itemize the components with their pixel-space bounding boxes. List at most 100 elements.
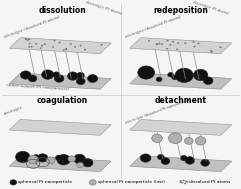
Circle shape: [25, 39, 27, 40]
Polygon shape: [130, 156, 232, 172]
Circle shape: [89, 180, 96, 185]
Circle shape: [193, 41, 194, 43]
Circle shape: [27, 39, 29, 41]
Polygon shape: [130, 119, 232, 135]
Circle shape: [166, 48, 168, 50]
Text: dissolved Pt atoms: dissolved Pt atoms: [189, 180, 230, 184]
Circle shape: [184, 183, 186, 184]
Circle shape: [20, 71, 31, 79]
Circle shape: [28, 39, 30, 40]
Circle shape: [175, 68, 193, 83]
Circle shape: [180, 180, 182, 182]
Circle shape: [33, 155, 39, 159]
Circle shape: [74, 154, 86, 164]
Circle shape: [74, 46, 76, 48]
Circle shape: [65, 48, 67, 50]
Circle shape: [193, 69, 208, 81]
Circle shape: [44, 43, 46, 45]
Circle shape: [46, 157, 55, 164]
Circle shape: [195, 74, 201, 79]
Circle shape: [77, 72, 84, 78]
Circle shape: [70, 43, 72, 45]
Circle shape: [40, 47, 42, 49]
Circle shape: [67, 72, 78, 80]
Circle shape: [53, 72, 60, 77]
Circle shape: [183, 180, 185, 181]
Polygon shape: [130, 73, 232, 89]
Circle shape: [201, 159, 209, 166]
Text: electrolyte (dissolved Pt nanoparticles): electrolyte (dissolved Pt nanoparticles): [124, 97, 192, 125]
Circle shape: [28, 46, 30, 48]
Polygon shape: [9, 73, 111, 89]
Circle shape: [84, 49, 86, 50]
Circle shape: [42, 70, 54, 79]
Circle shape: [138, 66, 155, 79]
Circle shape: [210, 50, 212, 51]
Circle shape: [158, 43, 160, 44]
Circle shape: [168, 72, 174, 77]
Circle shape: [211, 51, 213, 53]
Text: electrolyte (dissolved Pt atoms): electrolyte (dissolved Pt atoms): [124, 15, 181, 39]
Circle shape: [77, 162, 84, 168]
Circle shape: [156, 43, 158, 45]
Circle shape: [54, 40, 55, 41]
Circle shape: [100, 44, 102, 46]
Circle shape: [167, 40, 168, 41]
Circle shape: [28, 75, 37, 82]
Circle shape: [176, 49, 178, 50]
Circle shape: [35, 43, 37, 45]
Circle shape: [185, 180, 187, 182]
Circle shape: [220, 46, 221, 48]
Circle shape: [179, 181, 181, 183]
Circle shape: [80, 45, 81, 46]
Text: electrolyte (Pt atoms): electrolyte (Pt atoms): [192, 1, 229, 16]
Circle shape: [177, 42, 179, 44]
Text: coagulation: coagulation: [37, 96, 88, 105]
Circle shape: [156, 77, 162, 82]
Circle shape: [157, 154, 164, 160]
Circle shape: [185, 138, 193, 144]
Circle shape: [184, 43, 186, 44]
Circle shape: [31, 46, 33, 47]
Circle shape: [55, 155, 62, 160]
Circle shape: [54, 75, 64, 82]
Text: spherical Pt nanoparticle: spherical Pt nanoparticle: [18, 180, 72, 184]
Circle shape: [181, 155, 187, 161]
Circle shape: [63, 49, 65, 51]
Text: spherical Pt nanoparticle (lost): spherical Pt nanoparticle (lost): [98, 180, 164, 184]
Text: electrolyte: electrolyte: [4, 106, 24, 116]
Circle shape: [52, 46, 54, 48]
Circle shape: [156, 44, 158, 45]
Polygon shape: [9, 156, 111, 172]
Circle shape: [16, 151, 30, 163]
Circle shape: [76, 78, 85, 85]
Text: detachment: detachment: [155, 96, 207, 105]
Circle shape: [152, 134, 162, 143]
Circle shape: [57, 154, 70, 165]
Circle shape: [203, 77, 213, 84]
Circle shape: [148, 40, 150, 42]
Polygon shape: [130, 38, 232, 54]
Circle shape: [68, 156, 76, 162]
Polygon shape: [9, 119, 111, 135]
Circle shape: [161, 158, 170, 164]
Circle shape: [87, 75, 98, 83]
Circle shape: [82, 159, 93, 167]
Circle shape: [41, 45, 43, 46]
Text: electrolyte (dissolved Pt atoms): electrolyte (dissolved Pt atoms): [4, 15, 61, 39]
Circle shape: [172, 75, 177, 80]
Circle shape: [25, 38, 27, 40]
Circle shape: [194, 46, 195, 47]
Circle shape: [172, 41, 174, 42]
Circle shape: [161, 43, 163, 45]
Circle shape: [140, 154, 151, 162]
Circle shape: [28, 156, 38, 164]
Circle shape: [195, 137, 206, 145]
Circle shape: [10, 180, 17, 185]
Circle shape: [181, 182, 183, 184]
Circle shape: [37, 154, 48, 162]
Circle shape: [187, 181, 188, 183]
Circle shape: [198, 43, 200, 44]
Text: dissolution: dissolution: [39, 6, 87, 15]
Circle shape: [59, 42, 60, 43]
